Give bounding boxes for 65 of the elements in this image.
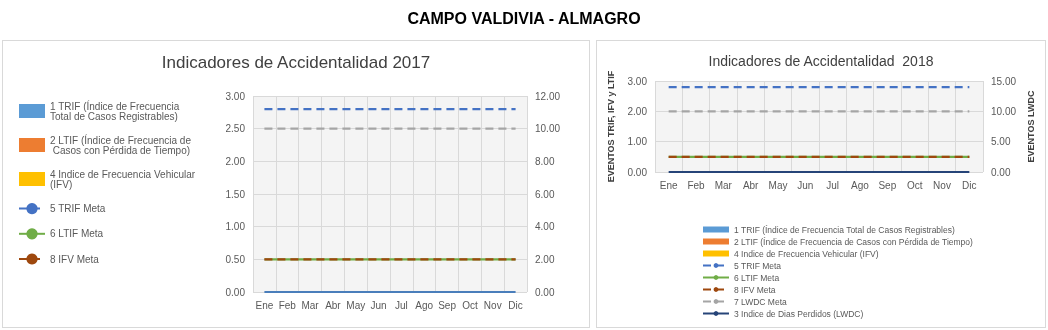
y-tick-label: 1.00 <box>225 221 246 233</box>
x-tick-label: Dic <box>508 299 523 311</box>
legend-label: 6 LTIF Meta <box>734 272 780 283</box>
chart-title: Indicadores de Accidentalidad 2018 <box>708 53 934 69</box>
x-tick-label: Abr <box>325 299 342 311</box>
y2-tick-label: 10.00 <box>991 105 1017 117</box>
x-tick-label: Mar <box>301 299 320 311</box>
y2-tick-label: 10.00 <box>535 123 561 135</box>
y-tick-label: 2.00 <box>225 155 246 167</box>
x-tick-label: Feb <box>687 179 706 191</box>
legend-label: 8 IFV Meta <box>50 253 100 265</box>
x-tick-label: Nov <box>483 299 502 311</box>
x-tick-label: Ago <box>415 299 434 311</box>
legend-label: 4 Indice de Frecuencia Vehicular (IFV) <box>50 168 198 190</box>
x-tick-label: Oct <box>906 179 923 191</box>
y-tick-label: 3.00 <box>225 90 246 102</box>
x-tick-label: Feb <box>278 299 297 311</box>
x-tick-label: Ago <box>851 179 870 191</box>
x-tick-label: Jul <box>395 299 408 311</box>
legend-label: 1 TRIF (Índice de Frecuencia Total de Casos Registrables) <box>50 99 183 122</box>
y-tick-label: 2.00 <box>627 105 648 117</box>
legend-label: 5 TRIF Meta <box>734 260 782 271</box>
y2-tick-label: 6.00 <box>535 188 555 200</box>
y-tick-label: 1.00 <box>627 136 648 148</box>
y2-axis-title: EVENTOS LWDC <box>1026 90 1037 163</box>
x-tick-label: Ene <box>255 299 274 311</box>
y-tick-label: 0.50 <box>225 253 246 265</box>
chart-title: Indicadores de Accidentalidad 2017 <box>161 53 431 72</box>
legend-label: 4 Indice de Frecuencia Vehicular (IFV) <box>734 248 879 259</box>
y-tick-label: 2.50 <box>225 123 246 135</box>
y2-tick-label: 0.00 <box>535 286 555 298</box>
y2-tick-label: 8.00 <box>535 155 555 167</box>
legend-label: 2 LTIF (Índice de Frecuencia de Casos con Pérdida de Tiempo) <box>734 236 974 247</box>
x-tick-label: Ene <box>659 179 678 191</box>
legend-label: 6 LTIF Meta <box>50 228 104 240</box>
y-tick-label: 1.50 <box>225 188 246 200</box>
legend-label: 3 Indice de Dias Perdidos (LWDC) <box>734 308 864 319</box>
x-tick-label: Jul <box>826 179 840 191</box>
y2-tick-label: 0.00 <box>991 166 1011 178</box>
x-tick-label: Nov <box>933 179 951 191</box>
y-tick-label: 0.00 <box>627 166 648 178</box>
y2-tick-label: 5.00 <box>991 136 1011 148</box>
y-tick-label: 0.00 <box>225 286 246 298</box>
y-axis-title: EVENTOS TRIF, IFV y LTIF <box>605 70 616 183</box>
x-tick-label: Jun <box>797 179 814 191</box>
y2-tick-label: 15.00 <box>991 75 1017 87</box>
legend-label: 8 IFV Meta <box>734 284 776 295</box>
y-tick-label: 3.00 <box>627 75 648 87</box>
x-tick-label: Abr <box>742 179 760 191</box>
x-tick-label: Sep <box>438 299 457 311</box>
x-tick-label: Jun <box>370 299 387 311</box>
legend-label: 5 TRIF Meta <box>50 203 106 215</box>
x-tick-label: Mar <box>714 179 733 191</box>
x-tick-label: Sep <box>878 179 897 191</box>
x-tick-label: May <box>346 299 366 311</box>
y2-tick-label: 2.00 <box>535 253 555 265</box>
legend-label: 1 TRIF (Índice de Frecuencia Total de Casos Registrables) <box>734 224 955 235</box>
x-tick-label: Dic <box>962 179 977 191</box>
text: CAMPO VALDIVIA - ALMAGRO <box>406 10 642 28</box>
legend-label: 2 LTIF (Índice de Frecuencia de Casos con Pérdida de Tiempo) <box>50 133 192 156</box>
x-tick-label: Oct <box>462 299 478 311</box>
y2-tick-label: 4.00 <box>535 221 555 233</box>
y2-tick-label: 12.00 <box>535 90 561 102</box>
legend-label: 7 LWDC Meta <box>734 296 788 307</box>
x-tick-label: May <box>768 179 788 191</box>
